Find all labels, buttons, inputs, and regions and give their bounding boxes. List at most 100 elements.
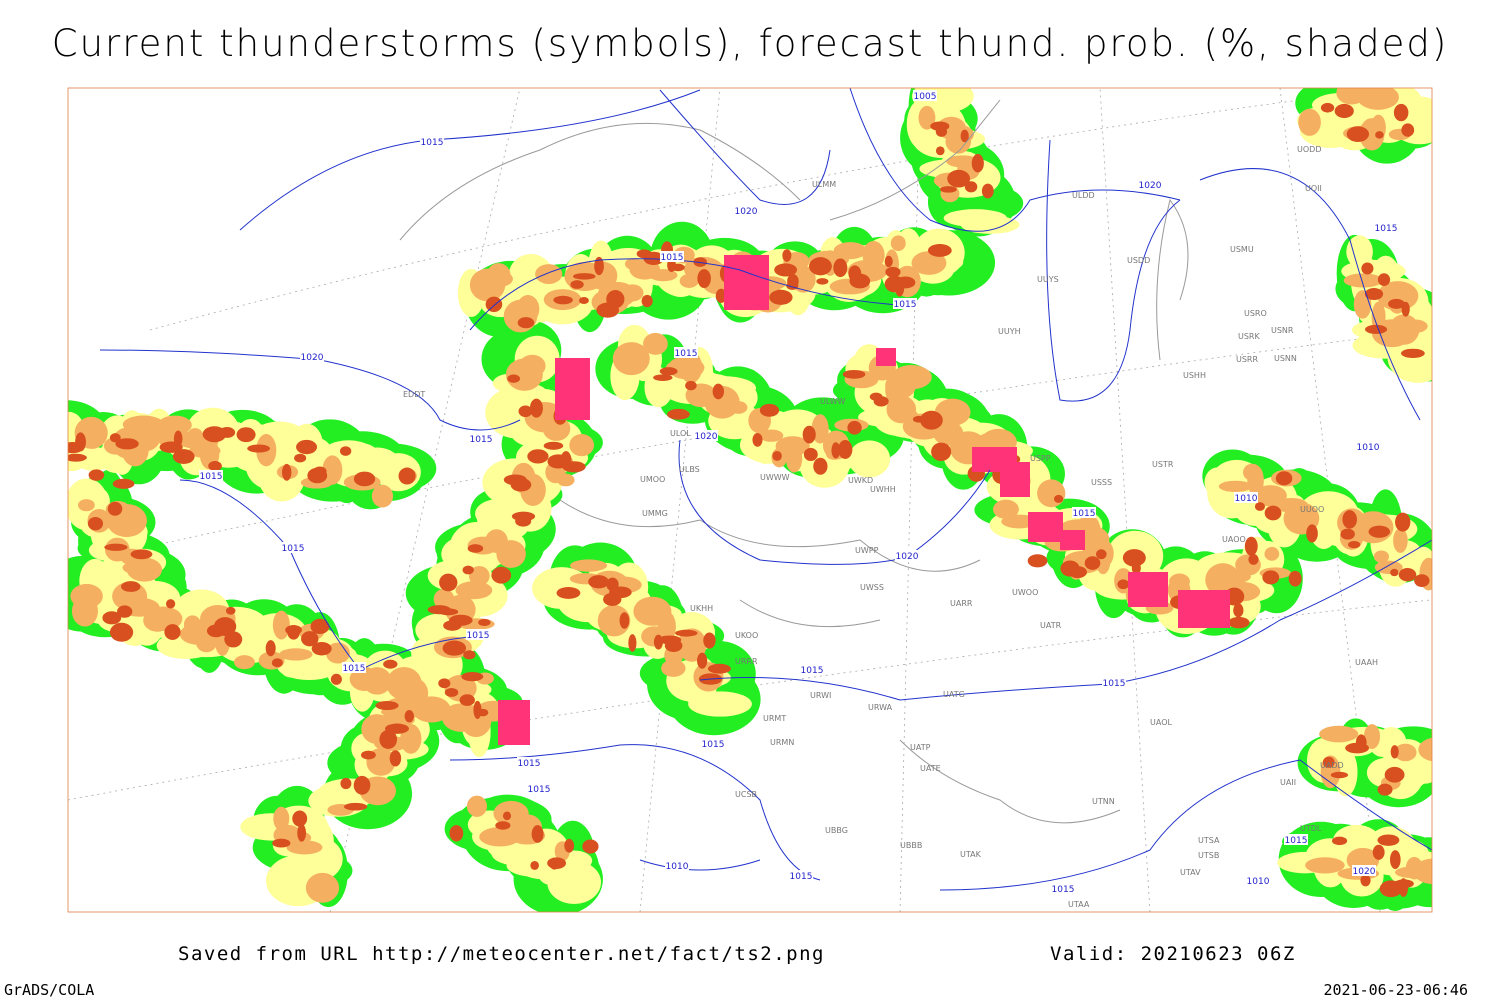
shading — [1122, 549, 1146, 567]
isobar-label: 1015 — [1073, 509, 1096, 519]
shading — [439, 573, 458, 592]
shading — [495, 821, 511, 830]
shading — [628, 634, 637, 652]
shading — [371, 484, 394, 508]
shading — [649, 269, 678, 282]
shading — [597, 604, 631, 637]
shading — [1233, 603, 1244, 618]
shading — [981, 183, 994, 199]
shading — [301, 631, 319, 647]
station-code: UARR — [950, 599, 973, 608]
shading — [582, 839, 599, 854]
storm-area — [1060, 530, 1085, 550]
shading — [287, 624, 300, 640]
isobar-label: 1010 — [1247, 877, 1270, 887]
shading — [1393, 103, 1409, 122]
station-code: UTDL — [1300, 824, 1322, 833]
station-code: USTR — [1152, 460, 1174, 469]
shading — [667, 408, 690, 420]
isobar-label-bg — [674, 347, 698, 358]
shading — [107, 501, 123, 516]
station-code: USMU — [1230, 245, 1254, 254]
shading — [213, 617, 237, 636]
isobar-label-bg — [893, 298, 917, 309]
shading — [960, 215, 1020, 234]
software-credit: GrADS/COLA — [4, 981, 94, 999]
shading — [911, 251, 947, 275]
shading — [774, 263, 798, 277]
shading — [279, 648, 313, 661]
shading — [507, 374, 521, 383]
shading — [813, 457, 828, 475]
shading — [1306, 524, 1318, 543]
shading — [939, 186, 957, 193]
shading — [833, 242, 867, 260]
station-code: UATE — [920, 764, 941, 773]
shading — [112, 478, 135, 489]
title: Current thunderstorms (symbols), forecas… — [52, 22, 1449, 65]
shading — [712, 383, 725, 400]
shading — [920, 410, 943, 430]
station-code: UWWW — [760, 473, 790, 482]
shading — [636, 249, 652, 259]
shading — [247, 444, 271, 453]
shading — [121, 581, 141, 592]
shading — [1388, 298, 1405, 309]
shading — [772, 450, 782, 461]
station-code: ULDD — [1072, 191, 1095, 200]
shading — [904, 410, 920, 431]
shading — [109, 433, 121, 443]
shading — [1390, 568, 1399, 577]
shading — [462, 565, 474, 575]
station-code: UWSS — [860, 583, 884, 592]
shading — [1394, 743, 1417, 762]
shading — [466, 795, 488, 817]
shading — [305, 872, 340, 903]
shading — [619, 612, 630, 629]
shading — [362, 667, 392, 695]
shading — [643, 332, 668, 355]
station-code: UAOL — [1150, 718, 1172, 727]
shading — [1377, 783, 1393, 796]
station-code: UWKD — [848, 476, 873, 485]
shading — [960, 129, 969, 143]
shading — [515, 515, 532, 527]
shading — [1398, 878, 1409, 897]
station-code: USHH — [1183, 371, 1206, 380]
isobar-label-bg — [913, 90, 937, 101]
shading — [927, 244, 952, 257]
shading — [570, 280, 584, 289]
shading — [353, 775, 371, 795]
isobar-label: 1005 — [914, 92, 937, 102]
shading — [88, 469, 105, 481]
isobar-label: 1015 — [702, 740, 725, 750]
shading — [847, 420, 862, 435]
shading — [895, 276, 916, 289]
shading — [340, 777, 352, 790]
shading — [543, 441, 564, 450]
shading — [1357, 88, 1399, 110]
shading — [78, 499, 95, 512]
station-code: ULMM — [812, 180, 836, 189]
station-code: UTNN — [1092, 797, 1115, 806]
shading — [833, 258, 848, 278]
shading — [438, 678, 451, 689]
station-code: UOII — [1305, 184, 1322, 193]
shading — [1288, 570, 1302, 587]
shading — [1346, 126, 1370, 143]
shading — [1393, 528, 1408, 553]
shading — [75, 432, 86, 452]
shading — [172, 449, 195, 464]
shading — [934, 398, 971, 426]
station-code: UMOO — [640, 475, 665, 484]
shading — [664, 639, 683, 653]
station-code: USNN — [1274, 354, 1297, 363]
shading — [752, 432, 763, 447]
isobar-label: 1015 — [1052, 885, 1075, 895]
shading — [675, 629, 698, 637]
shading — [1384, 766, 1405, 783]
shading — [449, 825, 464, 842]
shading — [1264, 546, 1280, 561]
station-code: UAII — [1280, 778, 1296, 787]
shading — [282, 463, 292, 481]
